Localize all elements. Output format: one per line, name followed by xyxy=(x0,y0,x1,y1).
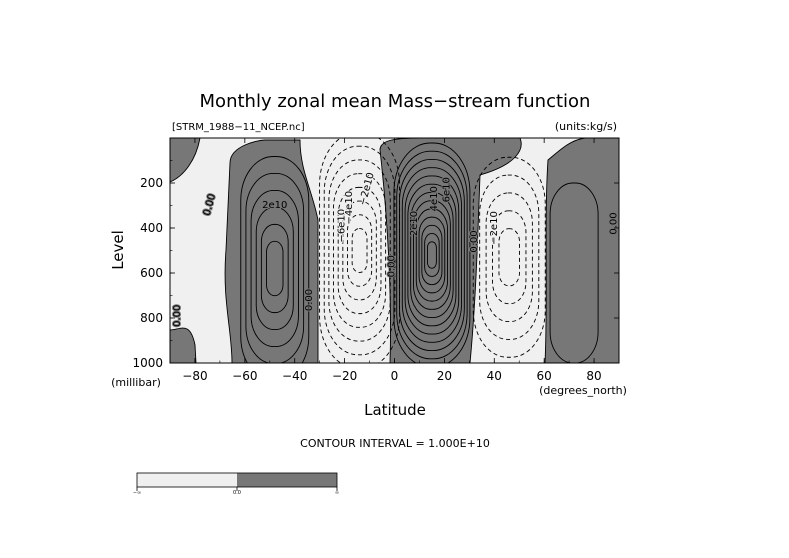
contour-label: −4e10 xyxy=(344,191,355,225)
contour-interval-label: CONTOUR INTERVAL = 1.000E+10 xyxy=(300,437,490,450)
negative-contour xyxy=(323,145,396,356)
y-tick-label: 800 xyxy=(140,311,163,325)
y-axis-label: Level xyxy=(109,230,127,270)
x-tick-label: 60 xyxy=(537,369,552,383)
positive-contour xyxy=(396,150,468,360)
negative-contour xyxy=(351,228,368,273)
negative-contour xyxy=(485,192,533,322)
positive-contour xyxy=(424,233,440,277)
contour-label: 2e10 xyxy=(262,200,287,211)
x-tick-label: −40 xyxy=(282,369,307,383)
colorbar-label-max: ∞ xyxy=(335,490,339,496)
contour-label: 4e10 xyxy=(429,186,440,211)
positive-contour xyxy=(245,173,305,363)
negative-contour xyxy=(472,156,546,358)
x-tick-label: 0 xyxy=(391,369,399,383)
source-file-label: [STRM_1988−11_NCEP.nc] xyxy=(172,122,305,133)
y-axis: 200 400 600 800 1000 xyxy=(132,160,619,370)
x-axis-units: (degrees_north) xyxy=(539,384,627,397)
negative-contour xyxy=(328,159,391,342)
positive-contour xyxy=(250,189,299,348)
contour-label: 0.00 xyxy=(172,305,183,327)
contour-label: 2e10 xyxy=(409,211,420,236)
negative-contour xyxy=(492,210,527,305)
positive-contour xyxy=(410,191,454,319)
x-tick-label: 40 xyxy=(487,369,502,383)
x-tick-label: 20 xyxy=(437,369,452,383)
positive-contour xyxy=(426,241,437,269)
contour-field xyxy=(170,138,619,363)
negative-contour xyxy=(498,228,520,287)
x-axis-label: Latitude xyxy=(364,401,426,419)
colorbar-label-min: −∞ xyxy=(133,490,141,496)
contour-label: 0.00 xyxy=(304,289,315,311)
positive-contour xyxy=(407,183,457,327)
x-tick-label: 80 xyxy=(586,369,601,383)
negative-contour xyxy=(337,186,382,315)
positive-contour xyxy=(421,224,443,286)
colorbar: −∞ 0.0 ∞ xyxy=(133,472,339,496)
x-tick-label: −80 xyxy=(182,369,207,383)
chart-title: Monthly zonal mean Mass−stream function xyxy=(200,91,591,112)
negative-contour xyxy=(342,200,377,301)
colorbar-negative-swatch xyxy=(137,473,237,487)
negative-contour xyxy=(333,173,387,328)
contour-label: 6e10 xyxy=(441,177,452,202)
negative-contour xyxy=(479,174,540,340)
positive-contour xyxy=(413,200,451,310)
contour-label: 0.00 xyxy=(609,212,620,234)
plot-area: 0.00 2e10 0.00 0.00 −6e10−4e10 −2e10 0.00 2e10 4… xyxy=(169,137,620,364)
y-tick-label: 1000 xyxy=(132,356,163,370)
positive-contour xyxy=(399,159,465,351)
positive-contour xyxy=(549,182,599,363)
positive-contour xyxy=(401,167,462,343)
contour-label: 0.00 xyxy=(387,255,398,277)
y-tick-label: 600 xyxy=(140,266,163,280)
negative-contour xyxy=(347,214,373,287)
positive-contour xyxy=(240,156,310,363)
contour-label: 0.00 xyxy=(469,230,480,252)
positive-contour xyxy=(255,206,294,331)
positive-contour xyxy=(260,223,289,314)
positive-contour xyxy=(393,142,471,363)
colorbar-positive-swatch xyxy=(237,473,337,487)
positive-contour xyxy=(415,208,449,302)
units-label: (units:kg/s) xyxy=(555,120,617,133)
x-tick-label: −60 xyxy=(232,369,257,383)
x-axis: −80 −60 −40 −20 0 20 40 60 80 xyxy=(169,138,620,383)
contour-label: −2e10 xyxy=(489,211,500,245)
contour-label: −6e10 xyxy=(337,209,348,243)
y-tick-label: 200 xyxy=(140,176,163,190)
x-tick-label: −20 xyxy=(332,369,357,383)
zero-contour-region xyxy=(170,327,197,363)
zero-contour-region xyxy=(544,138,619,363)
y-tick-label: 400 xyxy=(140,221,163,235)
positive-contour xyxy=(404,175,460,335)
y-axis-units: (millibar) xyxy=(111,376,161,389)
positive-contour xyxy=(418,216,446,294)
colorbar-label-zero: 0.0 xyxy=(233,490,241,496)
positive-contour xyxy=(266,240,284,297)
